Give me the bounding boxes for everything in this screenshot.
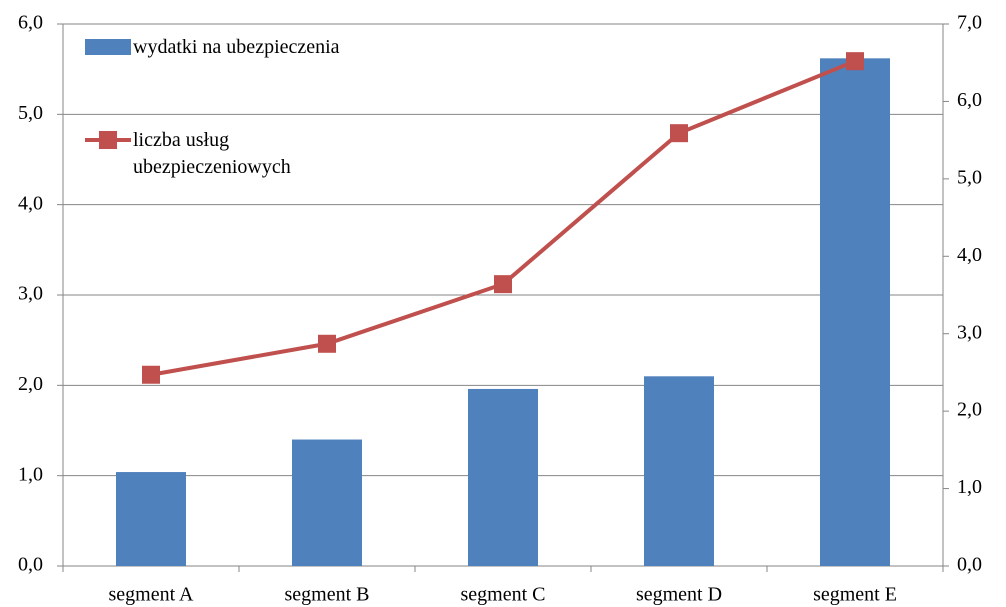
- line-marker: [670, 124, 688, 143]
- bar: [644, 376, 714, 566]
- y2-tick-label: 0,0: [957, 554, 982, 576]
- bar: [468, 388, 538, 566]
- y-tick-label: 0,0: [18, 554, 43, 576]
- bar: [820, 58, 890, 567]
- y2-tick-label: 6,0: [957, 89, 982, 111]
- y-tick-label: 1,0: [18, 463, 43, 485]
- line-marker: [142, 365, 160, 384]
- x-tick-label: segment A: [109, 584, 195, 606]
- y-tick-label: 3,0: [18, 283, 43, 305]
- x-tick-label: segment B: [285, 584, 370, 606]
- legend-key: [99, 131, 117, 149]
- y2-tick-label: 3,0: [957, 321, 982, 343]
- y2-tick-label: 2,0: [957, 399, 982, 421]
- bar: [116, 472, 186, 566]
- y2-tick-label: 7,0: [957, 12, 982, 34]
- y-tick-label: 6,0: [18, 12, 43, 34]
- legend-label: wydatki na ubezpieczenia: [133, 36, 340, 58]
- y2-tick-label: 5,0: [957, 166, 982, 188]
- y-tick-label: 2,0: [18, 373, 43, 395]
- legend-key: [85, 39, 131, 55]
- line-marker: [846, 52, 864, 71]
- line-marker: [494, 275, 512, 294]
- line: [150, 59, 856, 377]
- y-tick-label: 4,0: [18, 192, 43, 214]
- y2-tick-label: 4,0: [957, 244, 982, 266]
- x-tick-label: segment C: [461, 584, 546, 606]
- line-marker: [318, 334, 336, 353]
- bar: [292, 439, 362, 566]
- x-tick-label: segment D: [636, 584, 722, 606]
- y-tick-label: 5,0: [18, 102, 43, 124]
- legend-label: liczba usług ubezpieczeniowych: [133, 129, 291, 178]
- y2-tick-label: 1,0: [957, 476, 982, 498]
- x-tick-label: segment E: [813, 584, 897, 606]
